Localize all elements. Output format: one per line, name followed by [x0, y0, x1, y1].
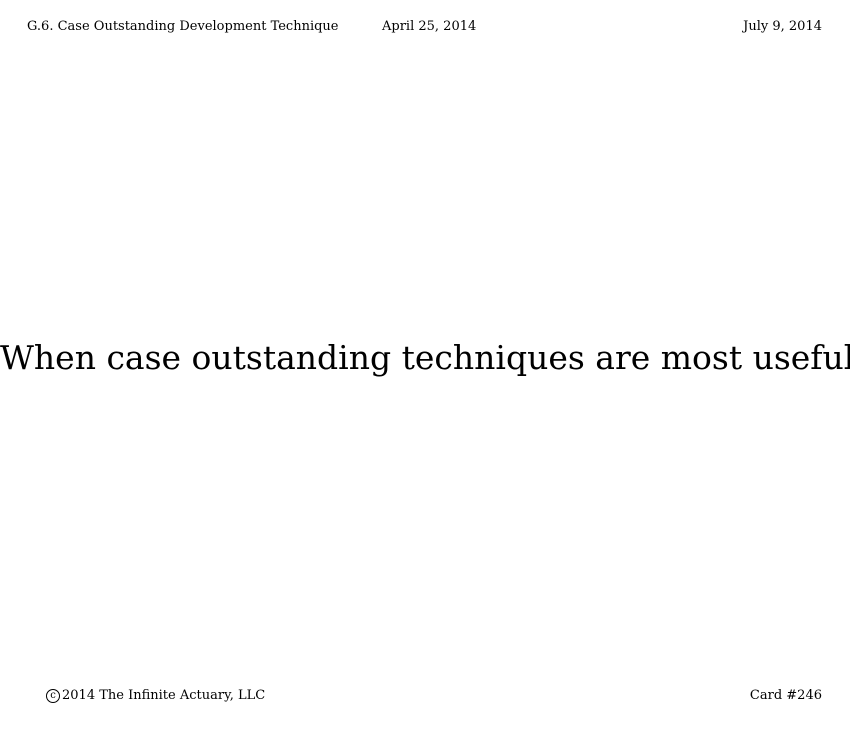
section-title: G.6. Case Outstanding Development Techni…	[27, 19, 339, 34]
card-number: Card #246	[749, 688, 822, 703]
copyright-icon: c	[46, 689, 60, 703]
copyright-text: 2014 The Infinite Actuary, LLC	[62, 688, 266, 703]
updated-date: July 9, 2014	[743, 19, 822, 34]
copyright-notice: c 2014 The Infinite Actuary, LLC	[46, 687, 265, 705]
created-date: April 25, 2014	[382, 19, 477, 34]
card-question: When case outstanding techniques are mos…	[0, 338, 850, 377]
